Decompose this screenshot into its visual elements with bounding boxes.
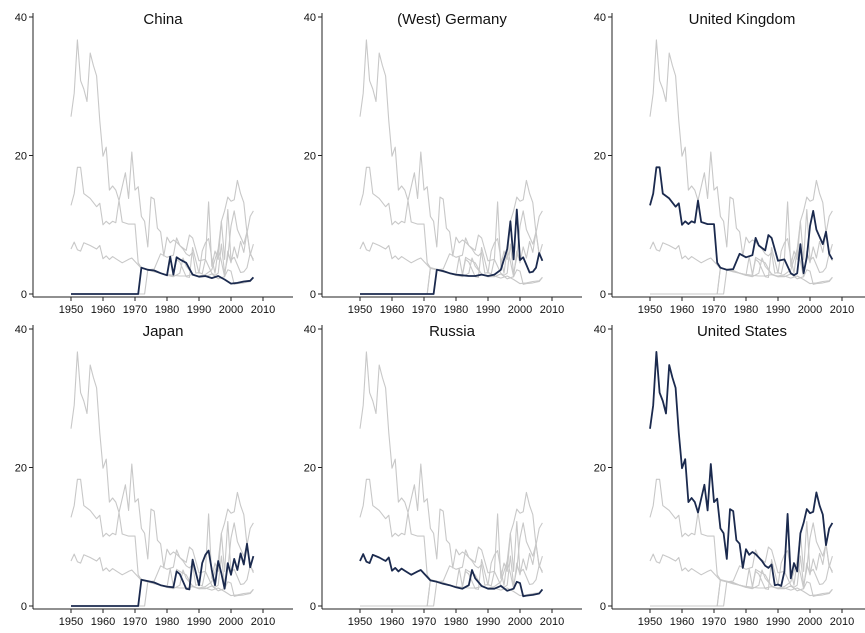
context-line — [70, 39, 254, 275]
context-line — [649, 478, 833, 588]
highlight-line — [649, 166, 834, 277]
y-tick-label: 40 — [594, 324, 606, 336]
context-line — [360, 520, 543, 607]
panel-title: Japan — [143, 323, 184, 340]
context-line — [360, 543, 543, 607]
y-tick-label: 0 — [600, 601, 606, 613]
y-tick-label: 20 — [15, 463, 27, 475]
y-tick-label: 20 — [304, 463, 316, 475]
context-line — [70, 166, 254, 276]
x-tick-label: 1960 — [380, 616, 404, 628]
x-tick-label: 1960 — [91, 616, 115, 628]
y-tick-label: 20 — [304, 151, 316, 163]
context-line — [650, 520, 833, 607]
x-tick-label: 2010 — [251, 304, 275, 316]
context-line — [650, 231, 833, 295]
panel-0: 0 20 40 1950 1960 1970 1980 1990 2000 2010 China — [15, 11, 293, 316]
y-tick-label: 0 — [21, 601, 27, 613]
x-tick-label: 1960 — [380, 304, 404, 316]
highlight-line — [359, 553, 544, 598]
context-line — [360, 231, 543, 295]
x-tick-label: 1990 — [187, 304, 211, 316]
x-tick-label: 1980 — [444, 616, 468, 628]
panel-3: 0 20 40 1950 1960 1970 1980 1990 2000 2010 Japan — [15, 323, 293, 628]
highlight-line — [71, 542, 255, 607]
context-line — [650, 208, 833, 295]
x-tick-label: 1980 — [734, 616, 758, 628]
x-tick-label: 2000 — [219, 304, 243, 316]
y-tick-label: 20 — [594, 463, 606, 475]
x-tick-label: 1950 — [348, 304, 372, 316]
x-tick-label: 1970 — [123, 304, 147, 316]
x-tick-label: 2000 — [219, 616, 243, 628]
x-tick-label: 2000 — [508, 304, 532, 316]
x-tick-label: 1990 — [476, 616, 500, 628]
y-tick-label: 40 — [594, 12, 606, 24]
x-tick-label: 2010 — [540, 304, 564, 316]
y-tick-label: 0 — [310, 289, 316, 301]
context-line — [70, 351, 254, 587]
panel-4: 0 20 40 1950 1960 1970 1980 1990 2000 2010 Russia — [304, 323, 582, 628]
y-tick-label: 20 — [594, 151, 606, 163]
context-line — [70, 553, 254, 597]
x-tick-label: 1980 — [155, 616, 179, 628]
y-tick-label: 0 — [600, 289, 606, 301]
x-tick-label: 2010 — [830, 616, 854, 628]
panel-1: 0 20 40 1950 1960 1970 1980 1990 2000 2010 (West) … — [304, 11, 582, 316]
x-tick-label: 1970 — [412, 304, 436, 316]
panel-title: United States — [697, 323, 787, 340]
x-tick-label: 1990 — [766, 616, 790, 628]
panel-title: Russia — [429, 323, 476, 340]
x-tick-label: 2000 — [798, 616, 822, 628]
x-tick-label: 1950 — [348, 616, 372, 628]
panel-title: (West) Germany — [397, 11, 507, 28]
context-line — [649, 241, 833, 285]
x-tick-label: 1970 — [412, 616, 436, 628]
x-tick-label: 1960 — [670, 616, 694, 628]
context-line — [649, 39, 833, 275]
x-tick-label: 2010 — [540, 616, 564, 628]
y-tick-label: 20 — [15, 151, 27, 163]
y-tick-label: 40 — [15, 324, 27, 336]
y-tick-label: 0 — [310, 601, 316, 613]
x-tick-label: 1970 — [702, 304, 726, 316]
y-tick-label: 0 — [21, 289, 27, 301]
y-tick-label: 40 — [304, 12, 316, 24]
x-tick-label: 1980 — [155, 304, 179, 316]
x-tick-label: 2010 — [251, 616, 275, 628]
context-line — [649, 553, 833, 597]
x-tick-label: 1990 — [187, 616, 211, 628]
x-tick-label: 1950 — [59, 304, 83, 316]
panel-5: 0 20 40 1950 1960 1970 1980 1990 2000 2010 United … — [594, 323, 865, 628]
x-tick-label: 1980 — [444, 304, 468, 316]
context-line — [359, 166, 543, 276]
context-line — [71, 520, 254, 607]
y-tick-label: 40 — [15, 12, 27, 24]
context-line — [359, 478, 543, 588]
panel-2: 0 20 40 1950 1960 1970 1980 1990 2000 2010 United … — [594, 11, 865, 316]
context-line — [359, 39, 543, 275]
x-tick-label: 1950 — [59, 616, 83, 628]
x-tick-label: 1950 — [638, 616, 662, 628]
highlight-line — [360, 208, 544, 295]
x-tick-label: 2000 — [508, 616, 532, 628]
x-tick-label: 1970 — [123, 616, 147, 628]
highlight-line — [71, 255, 255, 295]
x-tick-label: 1960 — [670, 304, 694, 316]
x-tick-label: 1950 — [638, 304, 662, 316]
context-line — [359, 351, 543, 587]
context-line — [70, 241, 254, 285]
panel-title: United Kingdom — [689, 11, 796, 28]
x-tick-label: 1960 — [91, 304, 115, 316]
highlight-line — [649, 350, 834, 587]
x-tick-label: 1980 — [734, 304, 758, 316]
x-tick-label: 2000 — [798, 304, 822, 316]
x-tick-label: 1990 — [766, 304, 790, 316]
x-tick-label: 1990 — [476, 304, 500, 316]
panel-title: China — [143, 11, 183, 28]
x-tick-label: 2010 — [830, 304, 854, 316]
y-tick-label: 40 — [304, 324, 316, 336]
x-tick-label: 1970 — [702, 616, 726, 628]
